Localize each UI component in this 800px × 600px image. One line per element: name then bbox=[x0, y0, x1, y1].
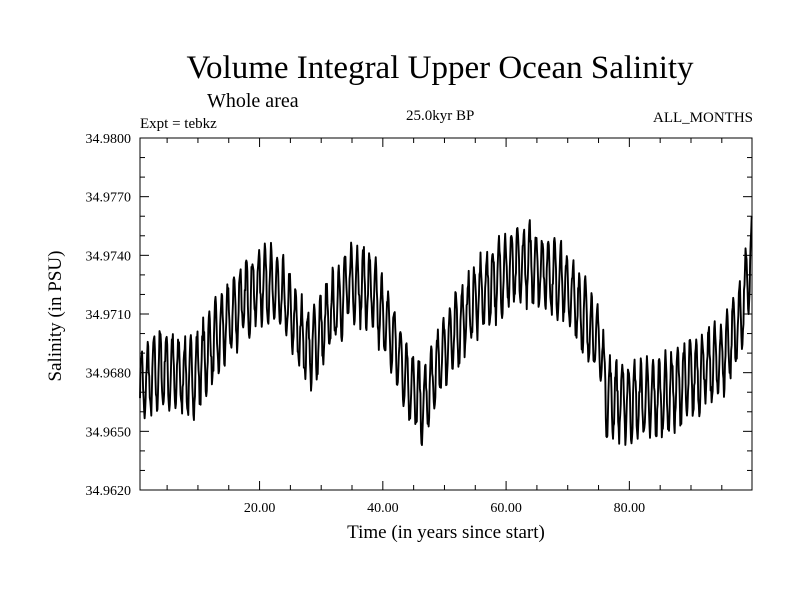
x-tick-label: 40.00 bbox=[367, 501, 399, 516]
y-tick-label: 34.9710 bbox=[86, 308, 132, 323]
y-tick-label: 34.9680 bbox=[86, 367, 132, 382]
x-tick-label: 20.00 bbox=[244, 501, 276, 516]
y-tick-label: 34.9620 bbox=[86, 484, 132, 499]
y-axis: 34.9620 34.9650 34.9680 34.9710 34.9740 34.97… bbox=[86, 132, 752, 499]
y-tick-label: 34.9650 bbox=[86, 425, 132, 440]
x-tick-label: 60.00 bbox=[490, 501, 522, 516]
x-axis: 20.00 40.00 60.00 80.00 bbox=[166, 138, 723, 516]
plot-layer bbox=[139, 216, 753, 447]
x-tick-label: 80.00 bbox=[614, 501, 646, 516]
y-tick-label: 34.9800 bbox=[86, 132, 132, 147]
period-label: 25.0kyr BP bbox=[406, 108, 475, 124]
salinity-series-line bbox=[139, 216, 753, 447]
y-tick-label: 34.9740 bbox=[86, 249, 132, 264]
x-axis-label: Time (in years since start) bbox=[347, 522, 545, 543]
months-label: ALL_MONTHS bbox=[653, 110, 753, 126]
chart-subtitle: Whole area bbox=[207, 90, 299, 112]
y-tick-label: 34.9770 bbox=[86, 191, 132, 206]
chart-title: Volume Integral Upper Ocean Salinity bbox=[186, 50, 694, 86]
experiment-label: Expt = tebkz bbox=[140, 116, 217, 132]
y-axis-label: Salinity (in PSU) bbox=[45, 251, 66, 382]
